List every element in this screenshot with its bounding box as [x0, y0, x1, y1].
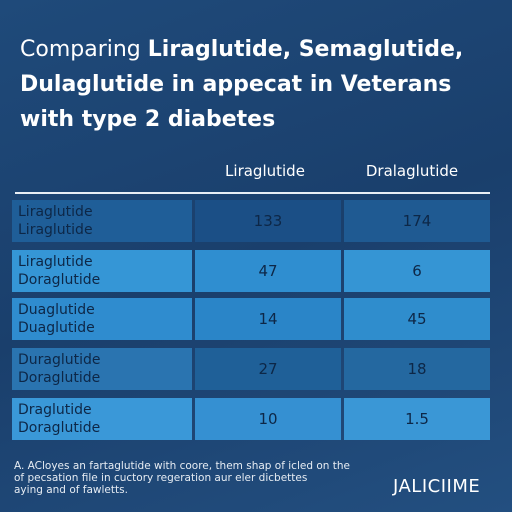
value-cell: 14	[195, 298, 341, 340]
header-rule	[15, 192, 490, 194]
footnote-line: of pecsation file in cuctory regeration …	[14, 472, 308, 484]
row-label: Duaglutide Duaglutide	[12, 298, 192, 340]
row-label-line: Duraglutide	[18, 352, 101, 368]
value-cell: 6	[344, 250, 490, 292]
value-cell: 18	[344, 348, 490, 390]
value-cell: 45	[344, 298, 490, 340]
row-label: Liraglutide Doraglutide	[12, 250, 192, 292]
footnote: A. ACloyes an fartaglutide with coore, t…	[14, 460, 384, 496]
footnote-line: aying and of fawletts.	[14, 484, 128, 496]
table-row: Draglutide Doraglutide 10 1.5	[12, 398, 492, 440]
row-label-line: Liraglutide	[18, 254, 93, 270]
row-label-line: Doraglutide	[18, 370, 101, 386]
table-row: Duraglutide Doraglutide 27 18	[12, 348, 492, 390]
value-cell: 47	[195, 250, 341, 292]
column-header: Dralaglutide	[365, 162, 459, 180]
value-cell: 174	[344, 200, 490, 242]
row-label-line: Duaglutide	[18, 320, 95, 336]
column-header: Liraglutide	[225, 162, 305, 180]
row-label: Duraglutide Doraglutide	[12, 348, 192, 390]
table-row: Duaglutide Duaglutide 14 45	[12, 298, 492, 340]
value-cell: 27	[195, 348, 341, 390]
row-label: Draglutide Doraglutide	[12, 398, 192, 440]
row-label-line: Duaglutide	[18, 302, 95, 318]
row-label-line: Liraglutide	[18, 204, 93, 220]
table-row: Liraglutide Doraglutide 47 6	[12, 250, 492, 292]
row-label-line: Draglutide	[18, 402, 92, 418]
title-rest: Liraglutide, Semaglutide, Dulaglutide in…	[20, 37, 464, 132]
table-row: Liraglutide Liraglutide 133 174	[12, 200, 492, 242]
row-label-line: Liraglutide	[18, 222, 93, 238]
footnote-line: A. ACloyes an fartaglutide with coore, t…	[14, 460, 350, 472]
row-label: Liraglutide Liraglutide	[12, 200, 192, 242]
title: Comparing Liraglutide, Semaglutide, Dula…	[20, 32, 490, 137]
row-label-line: Doraglutide	[18, 420, 101, 436]
value-cell: 133	[195, 200, 341, 242]
value-cell: 10	[195, 398, 341, 440]
logo: JALICIIME	[393, 476, 481, 497]
value-cell: 1.5	[344, 398, 490, 440]
row-label-line: Doraglutide	[18, 272, 101, 288]
title-lead: Comparing	[20, 37, 141, 62]
